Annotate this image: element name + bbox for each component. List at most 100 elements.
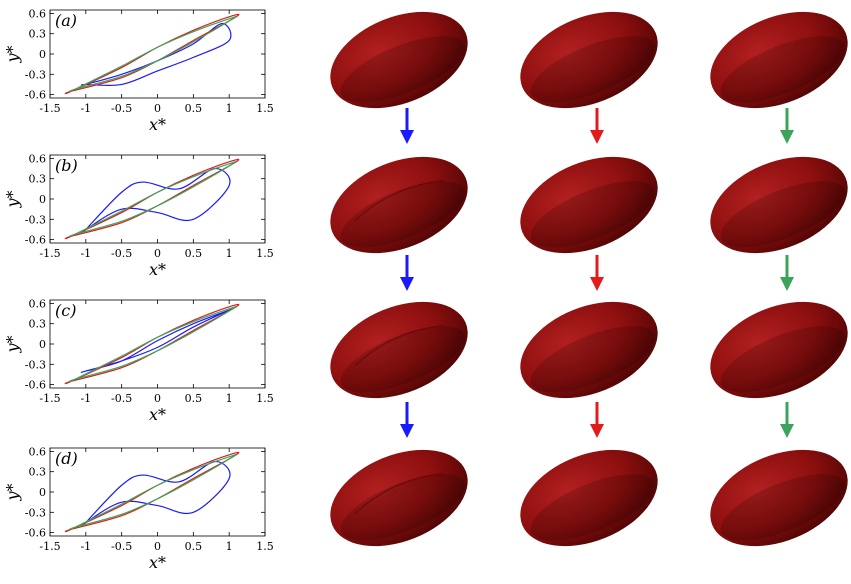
cell-body — [520, 11, 658, 109]
cell-shape — [330, 11, 468, 109]
cell-dimple — [354, 179, 444, 222]
cell-body — [330, 449, 468, 547]
x-tick-label: -1 — [80, 247, 91, 260]
green-contour-line — [68, 453, 237, 531]
cell-shadow — [530, 181, 655, 248]
cell-body — [330, 156, 468, 254]
cell-shadow — [340, 326, 465, 393]
cell-shape — [520, 301, 658, 399]
panel-label: (a) — [55, 11, 77, 30]
x-tick-label: -1.5 — [39, 392, 60, 405]
x-tick-label: 1.5 — [256, 540, 274, 553]
y-axis-label: y* — [3, 335, 22, 353]
x-tick-label: -0.5 — [111, 247, 132, 260]
cell-shadow — [720, 474, 845, 541]
y-tick-label: 0 — [39, 338, 46, 351]
y-axis-label: y* — [3, 483, 22, 501]
x-tick-label: 0 — [154, 392, 161, 405]
blue-contour-line — [80, 22, 232, 87]
cell-shadow — [720, 36, 845, 103]
x-tick-label: 0.5 — [185, 540, 203, 553]
cell-shadow — [530, 326, 655, 393]
y-tick-label: 0.6 — [29, 7, 47, 20]
x-tick-label: -0.5 — [111, 540, 132, 553]
x-tick-label: -1.5 — [39, 102, 60, 115]
x-axis-label: x* — [149, 115, 166, 134]
cell-body — [710, 301, 848, 399]
cell-shadow — [720, 326, 845, 393]
cell-dimple — [354, 324, 444, 367]
cell-body — [520, 449, 658, 547]
x-tick-label: 0 — [154, 247, 161, 260]
down-arrow-icon — [780, 255, 794, 291]
y-tick-label: 0.3 — [29, 466, 47, 479]
cell-body — [710, 11, 848, 109]
y-tick-label: -0.6 — [25, 89, 46, 102]
down-arrow-icon — [780, 108, 794, 144]
x-tick-label: 0 — [154, 540, 161, 553]
down-arrow-icon — [590, 402, 604, 438]
cell-shadow — [530, 36, 655, 103]
y-tick-label: -0.3 — [25, 213, 46, 226]
x-tick-label: -1 — [80, 392, 91, 405]
x-tick-label: -1.5 — [39, 540, 60, 553]
cell-body — [330, 11, 468, 109]
x-tick-label: 1 — [226, 247, 233, 260]
cell-shadow — [720, 181, 845, 248]
y-tick-label: 0.6 — [29, 445, 47, 458]
green-contour-line — [68, 305, 237, 383]
cell-shape — [710, 301, 848, 399]
plot-panels: -1.5 -1 -0.5 0 0.5 1 1.5 0.6 0.3 0 -0.3 -0.6 x* y* (a)… — [3, 7, 274, 572]
y-tick-label: -0.3 — [25, 506, 46, 519]
x-tick-label: 1 — [226, 102, 233, 115]
cell-shape-grid — [330, 11, 848, 547]
down-arrow-icon — [590, 255, 604, 291]
plot-frame — [49, 447, 266, 537]
y-tick-label: -0.3 — [25, 358, 46, 371]
down-arrow-icon — [590, 108, 604, 144]
green-contour-line — [68, 160, 237, 238]
y-tick-label: 0 — [39, 193, 46, 206]
x-tick-label: 1 — [226, 540, 233, 553]
cell-shape — [330, 156, 468, 254]
cell-body — [330, 301, 468, 399]
green-contour-line — [68, 15, 237, 93]
blue-contour-line — [80, 307, 235, 373]
plot-panel: -1.5 -1 -0.5 0 0.5 1 1.5 0.6 0.3 0 -0.3 -0.6 x* y* (a) — [3, 7, 274, 134]
blue-contour-line — [80, 460, 231, 527]
cell-shadow — [340, 474, 465, 541]
y-axis-label: y* — [3, 45, 22, 63]
plot-panel: -1.5 -1 -0.5 0 0.5 1 1.5 0.6 0.3 0 -0.3 -0.6 x* y* (c) — [3, 297, 274, 424]
plot-panel: -1.5 -1 -0.5 0 0.5 1 1.5 0.6 0.3 0 -0.3 -0.6 x* y* (b) — [3, 152, 274, 279]
x-axis-label: x* — [149, 405, 166, 424]
x-tick-label: -0.5 — [111, 102, 132, 115]
cell-dimple — [354, 472, 444, 515]
panel-label: (c) — [55, 301, 76, 320]
cell-shape — [710, 156, 848, 254]
cell-shadow — [340, 181, 465, 248]
x-tick-label: -1 — [80, 540, 91, 553]
cell-shadow — [530, 474, 655, 541]
x-tick-label: -1 — [80, 102, 91, 115]
x-tick-label: 0.5 — [185, 102, 203, 115]
x-tick-label: 0.5 — [185, 247, 203, 260]
cell-shape — [520, 156, 658, 254]
cell-shape — [710, 11, 848, 109]
transition-arrows — [400, 108, 794, 438]
cell-body — [520, 301, 658, 399]
x-tick-label: 1.5 — [256, 247, 274, 260]
y-tick-label: -0.6 — [25, 527, 46, 540]
cell-shape — [710, 449, 848, 547]
cell-shape — [330, 301, 468, 399]
down-arrow-icon — [780, 402, 794, 438]
down-arrow-icon — [400, 402, 414, 438]
plot-panel: -1.5 -1 -0.5 0 0.5 1 1.5 0.6 0.3 0 -0.3 -0.6 x* y* (d) — [3, 445, 274, 572]
x-tick-label: -0.5 — [111, 392, 132, 405]
plot-frame — [49, 154, 266, 244]
x-axis-label: x* — [149, 553, 166, 572]
x-tick-label: 1.5 — [256, 102, 274, 115]
y-tick-label: 0.6 — [29, 297, 47, 310]
x-tick-label: 1 — [226, 392, 233, 405]
plot-frame — [49, 299, 266, 389]
